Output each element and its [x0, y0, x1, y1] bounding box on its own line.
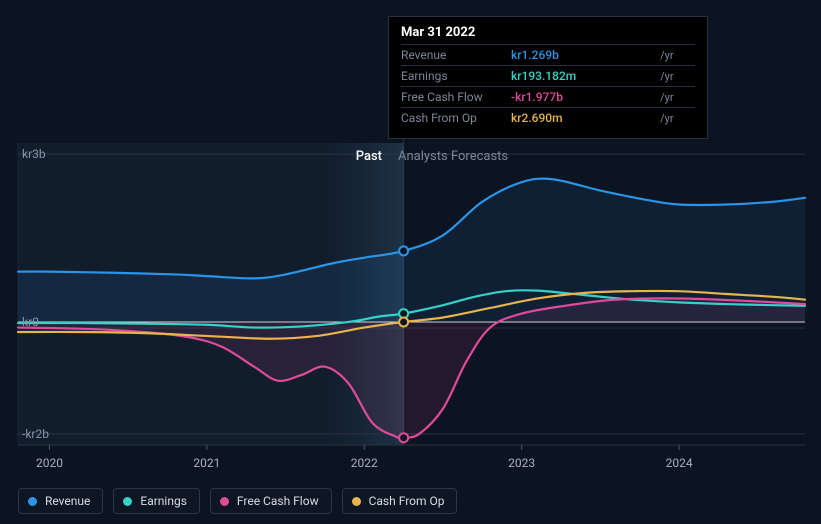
tooltip-value: kr2.690m — [511, 108, 656, 129]
y-axis-tick-label: kr0 — [22, 315, 39, 329]
legend-swatch — [220, 497, 229, 506]
marker-revenue — [399, 246, 408, 255]
x-axis-tick-label: 2022 — [351, 456, 378, 470]
legend-swatch — [28, 497, 37, 506]
tooltip-key: Free Cash Flow — [401, 87, 511, 108]
tooltip-key: Cash From Op — [401, 108, 511, 129]
tooltip-value: kr193.182m — [511, 66, 656, 87]
financials-chart: Past Analysts Forecasts Mar 31 2022 Reve… — [0, 0, 821, 524]
tooltip-row: Revenuekr1.269b/yr — [401, 45, 695, 66]
hover-tooltip: Mar 31 2022 Revenuekr1.269b/yrEarningskr… — [388, 16, 708, 139]
legend-label: Earnings — [140, 494, 187, 508]
tooltip-unit: /yr — [656, 108, 695, 129]
tooltip-unit: /yr — [656, 45, 695, 66]
x-axis-tick-label: 2021 — [193, 456, 220, 470]
tooltip-unit: /yr — [656, 66, 695, 87]
tooltip-row: Earningskr193.182m/yr — [401, 66, 695, 87]
legend-item-fcf[interactable]: Free Cash Flow — [210, 488, 332, 514]
x-axis-tick-label: 2020 — [36, 456, 63, 470]
legend: Revenue Earnings Free Cash Flow Cash From O… — [18, 488, 457, 514]
tooltip-value: kr1.269b — [511, 45, 656, 66]
past-label: Past — [356, 149, 382, 164]
legend-item-revenue[interactable]: Revenue — [18, 488, 103, 514]
tooltip-value: -kr1.977b — [511, 87, 656, 108]
legend-label: Cash From Op — [369, 494, 445, 508]
marker-cfo — [399, 317, 408, 326]
tooltip-row: Cash From Opkr2.690m/yr — [401, 108, 695, 129]
legend-item-cfo[interactable]: Cash From Op — [342, 488, 458, 514]
tooltip-key: Revenue — [401, 45, 511, 66]
legend-item-earnings[interactable]: Earnings — [113, 488, 200, 514]
legend-label: Free Cash Flow — [237, 494, 319, 508]
marker-fcf — [399, 433, 408, 442]
tooltip-key: Earnings — [401, 66, 511, 87]
tooltip-date: Mar 31 2022 — [401, 25, 695, 40]
x-axis-tick-label: 2024 — [666, 456, 693, 470]
tooltip-unit: /yr — [656, 87, 695, 108]
legend-swatch — [123, 497, 132, 506]
y-axis-tick-label: -kr2b — [22, 427, 49, 441]
legend-label: Revenue — [45, 494, 90, 508]
tooltip-row: Free Cash Flow-kr1.977b/yr — [401, 87, 695, 108]
legend-swatch — [352, 497, 361, 506]
forecast-label: Analysts Forecasts — [398, 149, 508, 164]
y-axis-tick-label: kr3b — [22, 147, 46, 161]
tooltip-table: Revenuekr1.269b/yrEarningskr193.182m/yrF… — [401, 44, 695, 128]
x-axis-tick-label: 2023 — [508, 456, 535, 470]
